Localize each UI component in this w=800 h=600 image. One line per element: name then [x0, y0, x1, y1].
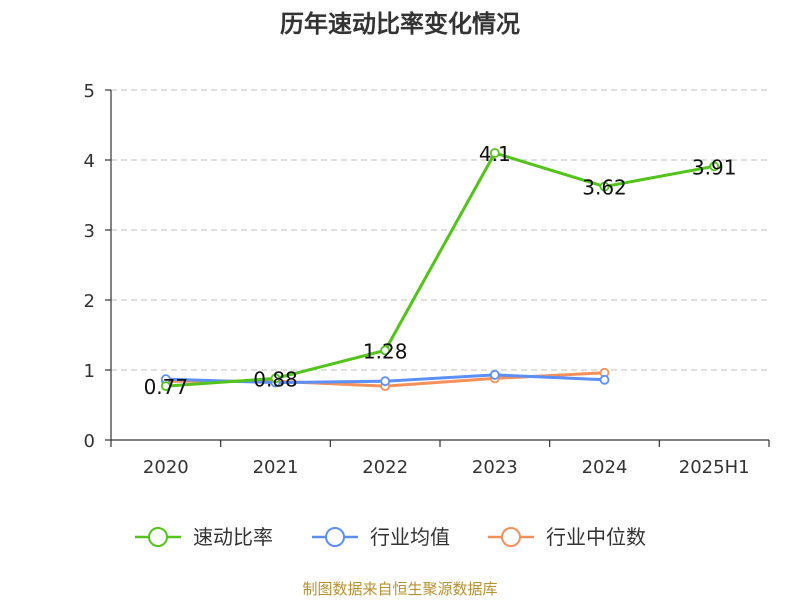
legend-item: 速动比率	[135, 525, 273, 549]
data-point	[270, 373, 281, 384]
y-tick-label: 1	[84, 361, 95, 382]
y-tick-label: 0	[84, 431, 95, 452]
legend-label: 行业均值	[370, 525, 450, 549]
x-tick-label: 2022	[362, 457, 408, 478]
series-line	[165, 151, 715, 388]
series-0	[160, 148, 720, 392]
y-tick-label: 5	[84, 81, 95, 102]
data-point	[489, 148, 500, 158]
x-tick-label: 2021	[253, 457, 299, 478]
x-tick-label: 2024	[582, 457, 628, 478]
data-labels: 0.77 0.88 1.28 4.1 3.62 3.91	[144, 142, 737, 399]
data-point	[380, 345, 391, 356]
source-note: 制图数据来自恒生聚源数据库	[302, 580, 498, 598]
legend-item: 行业中位数	[488, 525, 646, 549]
legend: 速动比率 行业均值 行业中位数	[135, 525, 646, 549]
y-tick-label: 4	[84, 151, 95, 172]
legend-marker-icon	[501, 527, 521, 547]
data-label: 0.77	[144, 375, 189, 399]
legend-marker-icon	[325, 527, 345, 547]
series-layer	[160, 148, 720, 392]
data-label: 0.88	[253, 367, 298, 391]
grid-lines	[111, 89, 769, 371]
x-tick-label: 2020	[143, 457, 189, 478]
series-1	[160, 369, 610, 388]
data-point	[489, 369, 500, 380]
chart-title: 历年速动比率变化情况	[280, 10, 520, 38]
legend-label: 行业中位数	[546, 525, 646, 549]
x-tick-label: 2023	[472, 457, 518, 478]
data-point	[599, 181, 610, 192]
legend-label: 速动比率	[193, 525, 273, 549]
data-point	[160, 381, 171, 392]
data-label: 1.28	[363, 339, 408, 363]
axes: 0 1 2 3 4 5 2020 2021 2022 2023 2024 2025H1	[84, 81, 770, 478]
data-label: 4.1	[479, 142, 511, 166]
legend-item: 行业均值	[312, 525, 450, 549]
data-label: 3.91	[692, 155, 737, 179]
data-point	[380, 376, 391, 387]
x-tick-label: 2025H1	[679, 457, 750, 478]
y-tick-label: 3	[84, 221, 95, 242]
legend-marker-icon	[148, 527, 168, 547]
data-point	[599, 374, 610, 385]
data-label: 3.62	[582, 176, 627, 200]
y-tick-label: 2	[84, 291, 95, 312]
data-point	[709, 161, 720, 172]
